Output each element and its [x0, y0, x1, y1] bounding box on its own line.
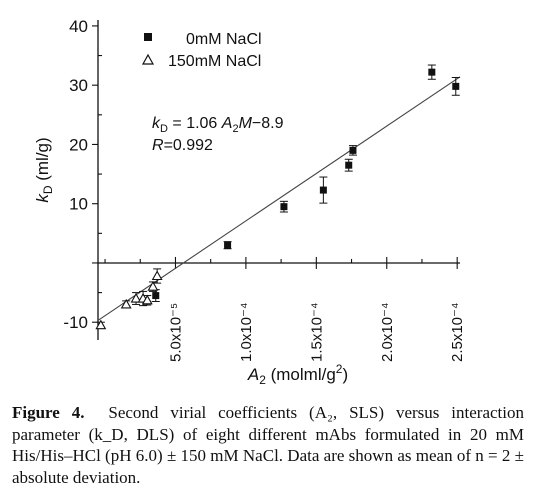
caption-label: Figure 4.: [12, 403, 85, 422]
legend-label-0mM: 0mM NaCl: [186, 31, 262, 48]
x-tick-label: 1.5x10⁻⁴: [308, 303, 325, 362]
legend: 0mM NaCl 150mM NaCl: [141, 31, 262, 70]
data-point-0mM: [280, 203, 288, 211]
data-point-0mM: [224, 241, 232, 249]
data-points: [95, 64, 460, 330]
data-point-150mM: [130, 292, 142, 303]
data-point-0mM: [349, 146, 357, 154]
figure-caption: Figure 4. Second virial coefficients (A₂…: [12, 402, 524, 488]
fit-r-value: R=0.992: [152, 137, 213, 154]
y-axis-title: kD (ml/g): [33, 137, 55, 202]
y-tick-label: -10: [63, 313, 88, 332]
x-tick-label: 5.0x10⁻⁵: [167, 303, 184, 362]
x-tick-label: 1.0x10⁻⁴: [238, 303, 255, 362]
data-point-0mM: [452, 82, 460, 90]
legend-label-150mM: 150mM NaCl: [168, 53, 261, 70]
x-axis-title: A2 (molml/g2): [247, 362, 348, 387]
legend-marker-0mM: [144, 33, 152, 41]
caption-text: Second virial coefficients (A₂, SLS) ver…: [12, 403, 524, 487]
data-point-150mM: [151, 270, 163, 281]
axis-titles: kD (ml/g) A2 (molml/g2): [33, 137, 348, 387]
y-tick-label: 20: [69, 135, 88, 154]
x-tick-label: 2.0x10⁻⁴: [379, 303, 396, 362]
x-tick-label: 2.5x10⁻⁴: [449, 303, 466, 362]
chart: 40 30 20 10 -10 5.0x10⁻⁵ 1.0x10⁻⁴ 1.5x10⁻⁴ 2.0x1…: [33, 17, 466, 387]
data-point-0mM: [428, 68, 436, 76]
data-point-0mM: [319, 186, 327, 194]
data-point-0mM: [152, 292, 160, 300]
data-point-150mM: [141, 294, 153, 305]
legend-marker-150mM: [141, 53, 155, 65]
data-point-0mM: [345, 161, 353, 169]
y-tick-label: 10: [69, 195, 88, 214]
data-point-150mM: [147, 281, 159, 291]
axes: 40 30 20 10 -10 5.0x10⁻⁵ 1.0x10⁻⁴ 1.5x10⁻⁴ 2.0x1…: [63, 17, 466, 362]
fit-annotation: kD = 1.06 A2M−8.9 R=0.992: [152, 115, 284, 154]
data-point-150mM: [120, 298, 132, 309]
y-tick-label: 40: [69, 17, 88, 36]
data-point-150mM: [95, 319, 107, 330]
fit-equation: kD = 1.06 A2M−8.9: [152, 115, 284, 135]
y-tick-label: 30: [69, 76, 88, 95]
